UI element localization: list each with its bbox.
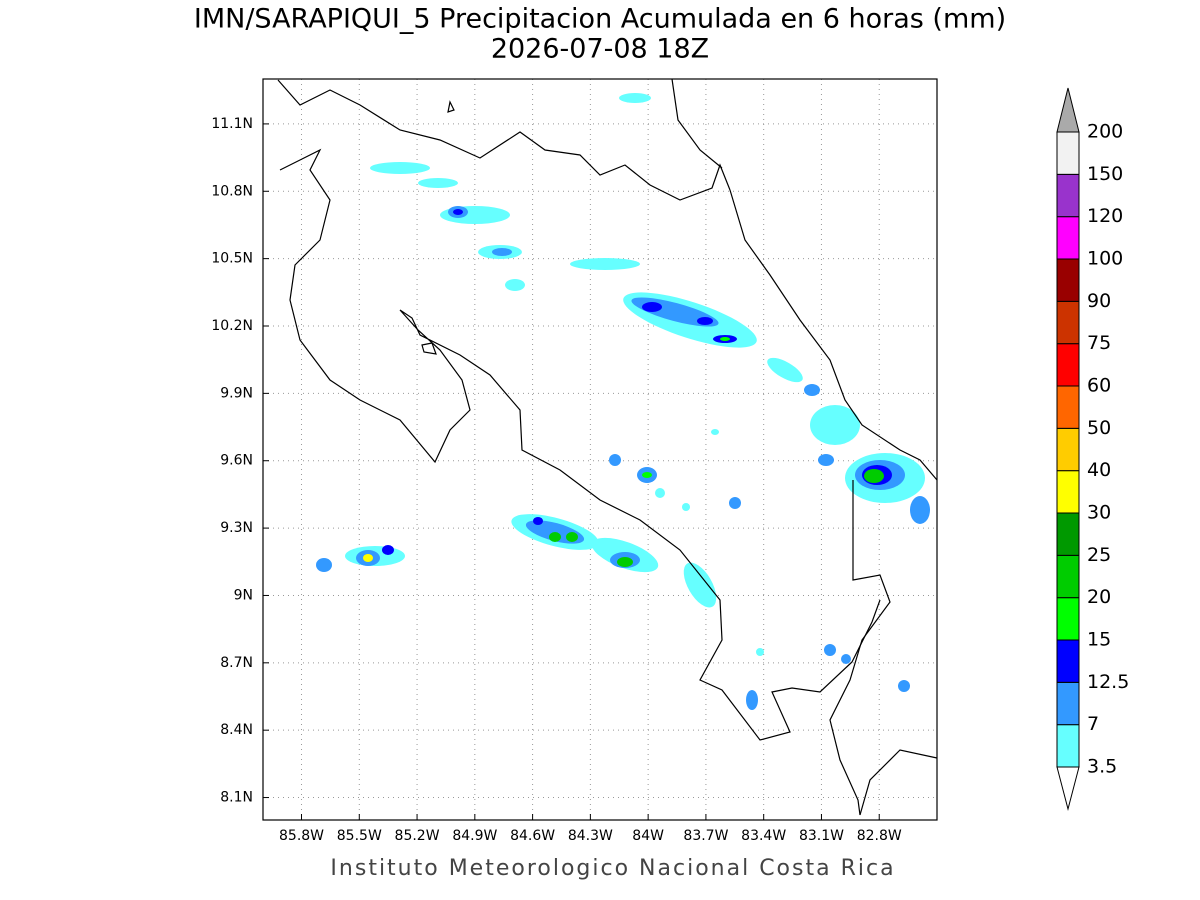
subtitle: 2026-07-08 18Z [491,34,709,65]
colorbar-label: 75 [1087,332,1111,354]
x-tick-label: 83.7W [683,828,728,844]
y-tick-label: 9N [234,587,253,603]
colorbar-box [1056,216,1080,260]
y-tick-label: 10.2N [211,318,253,334]
colorbar-label: 120 [1087,205,1123,227]
colorbar-label: 3.5 [1087,756,1117,778]
colorbar-label: 50 [1087,417,1111,439]
y-tick-label: 9.3N [220,520,253,536]
y-tick-label: 9.9N [220,385,253,401]
colorbar-label: 150 [1087,163,1123,185]
y-tick-label: 11.1N [211,116,253,132]
x-tick-label: 84.3W [568,828,613,844]
colorbar-label: 200 [1087,121,1123,143]
x-tick-label: 85.8W [279,828,324,844]
colorbar-box [1056,597,1080,641]
colorbar-box [1056,512,1080,556]
x-tick-label: 85.5W [337,828,382,844]
x-tick-label: 83.4W [741,828,786,844]
grid [263,79,937,820]
coastline [277,78,938,816]
colorbar-label: 30 [1087,502,1111,524]
colorbar-box [1056,724,1080,768]
map-frame [262,78,938,821]
colorbar-label: 100 [1087,248,1123,270]
x-tick-label: 84.9W [452,828,497,844]
y-tick-label: 8.7N [220,655,253,671]
colorbar-label: 25 [1087,544,1111,566]
colorbar-over [1056,87,1080,133]
x-tick-label: 84.6W [510,828,555,844]
colorbar-box [1056,343,1080,387]
colorbar-under [1056,766,1080,811]
colorbar: 3.5 7 12.5 15 20 25 30 40 50 60 75 90 100 120 150 200 [1056,87,1129,811]
colorbar-box [1056,681,1080,726]
x-tick-label: 85.2W [395,828,440,844]
colorbar-box [1056,173,1080,218]
colorbar-label: 20 [1087,586,1111,608]
x-tick-label: 82.8W [857,828,902,844]
colorbar-label: 40 [1087,459,1111,481]
precipitation [316,93,930,710]
colorbar-label: 15 [1087,629,1111,651]
x-tick-label: 84W [632,828,664,844]
colorbar-label: 60 [1087,375,1111,397]
colorbar-label: 12.5 [1087,671,1129,693]
colorbar-box [1056,385,1080,429]
colorbar-box [1056,470,1080,514]
y-tick-label: 9.6N [220,453,253,469]
colorbar-label: 90 [1087,290,1111,312]
colorbar-box [1056,300,1080,345]
colorbar-box [1056,258,1080,302]
y-tick-label: 8.4N [220,722,253,738]
colorbar-box [1056,131,1080,175]
y-tick-label: 10.8N [211,183,253,199]
y-tick-label: 8.1N [220,790,253,806]
y-tick-label: 10.5N [211,251,253,267]
colorbar-box [1056,554,1080,599]
colorbar-box [1056,639,1080,683]
x-tick-label: 83.1W [799,828,844,844]
colorbar-label: 7 [1087,713,1099,735]
title: IMN/SARAPIQUI_5 Precipitacion Acumulada … [194,4,1006,35]
colorbar-box [1056,427,1080,472]
footer: Instituto Meteorologico Nacional Costa R… [330,856,895,881]
